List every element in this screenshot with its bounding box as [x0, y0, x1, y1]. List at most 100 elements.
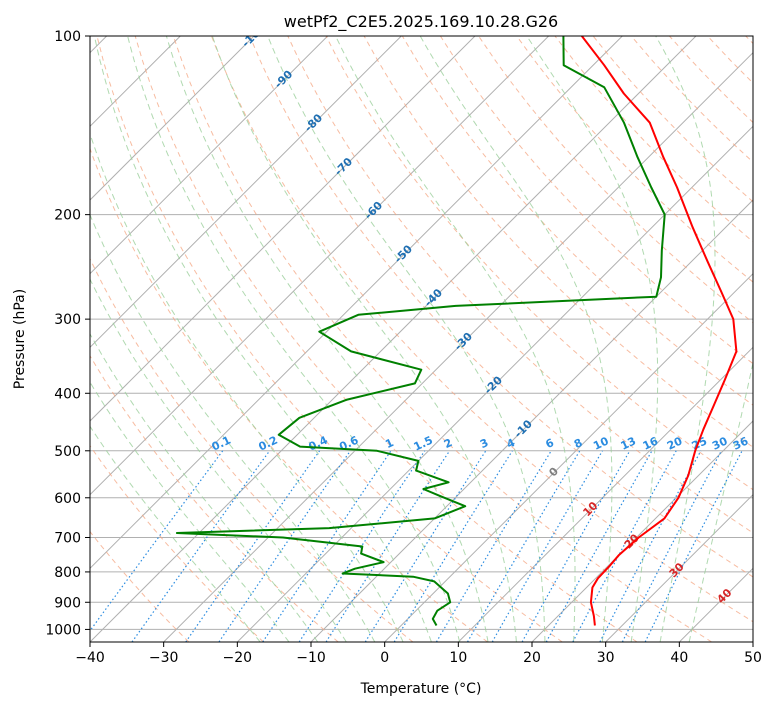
y-tick-label: 900	[54, 595, 81, 611]
isotherm-label: -10	[512, 417, 535, 440]
y-tick-label: 1000	[45, 622, 81, 638]
mixing-ratio-line	[325, 450, 451, 642]
x-tick-label: 10	[449, 650, 467, 666]
y-tick-label: 400	[54, 386, 81, 402]
x-tick-label: 30	[597, 650, 615, 666]
dry-adiabat-line	[707, 36, 753, 84]
mixing-ratio-label: 13	[619, 434, 638, 452]
background-lines	[90, 36, 753, 642]
isotherm-line	[384, 272, 753, 642]
dry-adiabat-line	[90, 530, 190, 642]
moist-adiabat-line	[127, 36, 461, 642]
x-tick-label: 20	[523, 650, 541, 666]
x-tick-label: 50	[744, 650, 762, 666]
dewpoint-profile-line	[175, 36, 666, 626]
isotherm-line	[90, 36, 623, 570]
dry-adiabat-line	[90, 147, 488, 642]
mixing-ratio-label: 30	[710, 434, 730, 452]
mixing-ratio-label: 20	[665, 434, 685, 452]
isotherm-label: 20	[622, 531, 642, 551]
mixing-ratio-line	[644, 450, 743, 642]
x-tick-label: −20	[223, 650, 253, 666]
x-tick-label: −30	[149, 650, 179, 666]
dry-adiabat-line	[172, 36, 712, 642]
isotherm-line	[90, 36, 697, 642]
mixing-ratio-line	[521, 450, 631, 642]
y-tick-label: 300	[54, 312, 81, 328]
plot-frame	[89, 35, 754, 643]
mixing-ratio-label: 25	[690, 435, 709, 453]
mixing-ratio-label: 36	[731, 434, 751, 452]
dry-adiabat-line	[478, 36, 753, 324]
dry-adiabat-line	[554, 36, 753, 243]
mixing-ratio-label: 2	[442, 436, 454, 451]
dry-adiabat-line	[249, 36, 753, 578]
moist-adiabat-line	[90, 425, 261, 642]
x-tick-label: −10	[296, 650, 326, 666]
y-tick-label: 100	[54, 29, 81, 45]
x-axis-label: Temperature (°C)	[360, 681, 482, 697]
dry-adiabat-line	[96, 36, 563, 642]
isotherm-label: -80	[302, 111, 325, 134]
mixing-ratio-line	[298, 450, 426, 642]
moist-adiabat-line	[165, 36, 489, 642]
isotherm-line	[457, 346, 753, 642]
y-tick-label: 700	[54, 531, 81, 547]
x-tick-label: 0	[380, 650, 389, 666]
dry-adiabat-line	[401, 36, 753, 406]
mixing-ratio-label: 4	[505, 436, 518, 451]
isotherm-line	[605, 493, 753, 642]
moist-adiabat-line	[93, 36, 432, 642]
moist-adiabat-line	[526, 36, 659, 642]
y-axis-label: Pressure (hPa)	[12, 289, 28, 389]
moist-adiabat-line	[90, 381, 290, 642]
isotherm-line	[163, 51, 753, 642]
isotherm-line	[90, 36, 255, 201]
isotherm-line	[90, 36, 550, 496]
isotherm-line	[90, 36, 476, 422]
x-tick-label: −40	[75, 650, 105, 666]
dry-adiabat-line	[592, 36, 753, 203]
temperature-profile-line	[581, 36, 738, 626]
sounding-traces	[175, 36, 738, 626]
mixing-ratio-line	[435, 450, 552, 642]
moist-adiabat-line	[90, 332, 319, 642]
isotherm-label: -50	[392, 242, 415, 265]
dry-adiabat-line	[90, 444, 264, 642]
x-tick-label: 40	[670, 650, 688, 666]
dry-adiabat-line	[287, 36, 753, 534]
y-tick-label: 500	[54, 444, 81, 460]
isotherm-line	[678, 567, 753, 642]
isotherm-label: -40	[422, 286, 445, 309]
line-labels: 0.1 0.2 0.4 0.6 1 1.5 2 3 4 6 8 10 13 16 20 25 30 36-100-…	[210, 36, 751, 606]
mixing-ratio-label: 10	[591, 434, 611, 452]
mixing-ratio-line	[90, 450, 224, 632]
x-axis: −40 −30 −20 −10 0 10 20 30 40 50	[75, 642, 762, 666]
moist-adiabat-line	[655, 36, 716, 642]
dry-adiabat-line	[90, 354, 339, 642]
mixing-ratio-label: 16	[641, 434, 661, 452]
y-tick-label: 200	[54, 208, 81, 224]
moist-adiabat-line	[688, 360, 753, 642]
moist-adiabat-line	[90, 278, 347, 642]
mixing-ratio-line	[218, 450, 351, 642]
moist-adiabat-line	[90, 213, 376, 642]
isotherm-label: -70	[332, 155, 355, 178]
dry-adiabat-line	[90, 257, 414, 642]
mixing-ratio-line	[599, 450, 702, 642]
dry-adiabat-line	[516, 36, 753, 283]
isotherm-line	[90, 36, 402, 349]
y-tick-label: 800	[54, 565, 81, 581]
mixing-ratio-line	[572, 450, 677, 642]
y-axis: 100 200 300 400 500 600 700 800 900 1000	[45, 29, 90, 638]
isotherm-line	[236, 125, 753, 642]
dry-adiabat-line	[439, 36, 753, 365]
moist-adiabat-line	[335, 36, 576, 642]
mixing-ratio-label: 3	[478, 436, 490, 451]
mixing-ratio-line	[545, 450, 653, 642]
isotherm-line	[752, 641, 753, 642]
mixing-ratio-line	[262, 450, 392, 642]
chart-title: wetPf2_C2E5.2025.169.10.28.G26	[284, 12, 558, 32]
moist-adiabat-line	[419, 36, 613, 642]
isotherm-line	[90, 36, 329, 275]
